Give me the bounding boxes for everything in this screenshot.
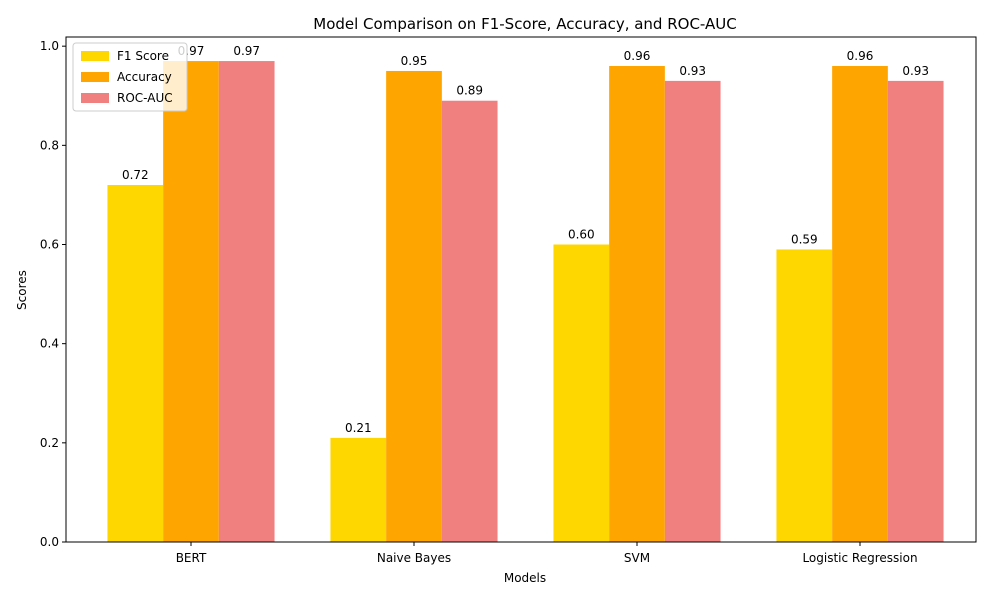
- legend-label: ROC-AUC: [117, 91, 173, 105]
- y-tick-label: 0.8: [40, 138, 59, 152]
- x-axis-label: Models: [504, 571, 546, 585]
- bar-f1-score-svm: [553, 244, 610, 543]
- legend-label: F1 Score: [117, 49, 169, 63]
- bar-value-label: 0.72: [122, 168, 149, 182]
- y-tick-label: 0.0: [40, 535, 59, 549]
- bar-roc-auc-svm: [664, 80, 721, 542]
- bar-roc-auc-bert: [218, 61, 275, 543]
- x-tick-label: SVM: [624, 551, 650, 565]
- bar-value-label: 0.21: [345, 421, 372, 435]
- bar-roc-auc-logistic-regression: [887, 80, 944, 542]
- bar-roc-auc-naive-bayes: [441, 100, 498, 542]
- y-tick-label: 0.6: [40, 238, 59, 252]
- x-tick-label: BERT: [176, 551, 207, 565]
- x-tick-label: Logistic Regression: [802, 551, 917, 565]
- bar-f1-score-bert: [107, 185, 164, 542]
- bar-value-label: 0.93: [902, 64, 929, 78]
- bar-value-label: 0.60: [568, 228, 595, 242]
- y-axis: 0.0 0.2 0.4 0.6 0.8 1.0: [40, 39, 66, 549]
- bar-value-label: 0.95: [401, 54, 428, 68]
- bar-value-label: 0.96: [624, 49, 651, 63]
- bar-f1-score-naive-bayes: [330, 437, 387, 542]
- bar-value-label: 0.89: [456, 84, 483, 98]
- x-axis: BERT Naive Bayes SVM Logistic Regression: [176, 542, 918, 565]
- bar-f1-score-logistic-regression: [776, 249, 833, 542]
- y-tick-label: 1.0: [40, 39, 59, 53]
- bar-value-label: 0.96: [847, 49, 874, 63]
- bar-accuracy-svm: [609, 66, 665, 542]
- bar-value-label: 0.93: [679, 64, 706, 78]
- bar-accuracy-bert: [163, 61, 219, 543]
- legend-swatch: [81, 72, 109, 82]
- y-axis-label: Scores: [15, 270, 29, 310]
- legend-swatch: [81, 51, 109, 61]
- legend: F1 Score Accuracy ROC-AUC: [72, 42, 188, 112]
- bar-accuracy-naive-bayes: [386, 70, 442, 542]
- bar-accuracy-logistic-regression: [832, 66, 888, 542]
- bar-value-label: 0.97: [233, 44, 260, 58]
- bar-value-label: 0.59: [791, 232, 818, 246]
- y-tick-label: 0.4: [40, 337, 59, 351]
- plot-frame: [65, 36, 977, 543]
- legend-label: Accuracy: [117, 70, 172, 84]
- y-tick-label: 0.2: [40, 436, 59, 450]
- legend-swatch: [81, 93, 109, 103]
- x-tick-label: Naive Bayes: [377, 551, 451, 565]
- chart-title: Model Comparison on F1-Score, Accuracy, …: [313, 15, 736, 33]
- bars-group: [107, 61, 944, 543]
